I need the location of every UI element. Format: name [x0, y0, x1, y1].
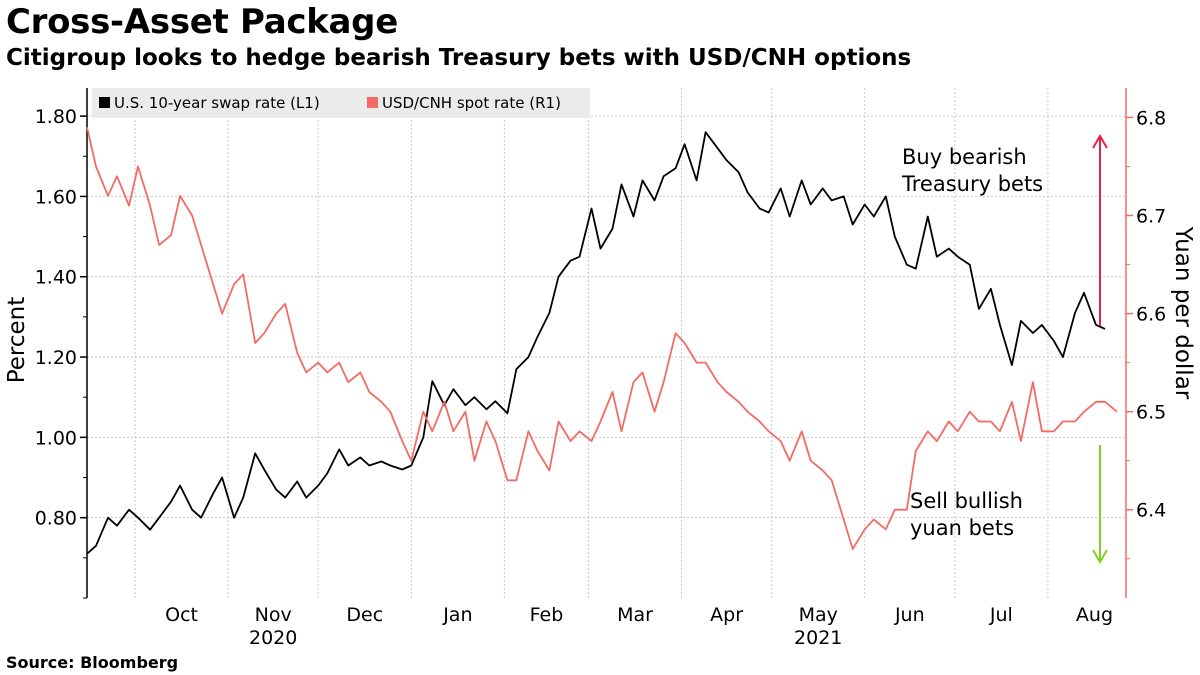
left-axis-title: Percent — [4, 297, 30, 384]
legend-label-spot-rate: USD/CNH spot rate (R1) — [382, 94, 561, 112]
right-axis-title: Yuan per dollar — [1170, 226, 1196, 400]
annotation-sell-bullish: Sell bullish yuan bets — [910, 445, 1108, 564]
x-tick-label: Feb — [530, 604, 564, 626]
grid-lines — [87, 88, 1126, 598]
x-tick-label: May — [799, 604, 838, 626]
left-tick-label: 1.80 — [35, 106, 77, 128]
annotation-sell-bullish-line-1: Sell bullish — [910, 489, 1023, 513]
legend-swatch-swap-rate — [99, 97, 110, 108]
x-year-label: 2021 — [794, 627, 842, 649]
right-tick-label: 6.7 — [1136, 206, 1166, 228]
left-tick-label: 1.60 — [35, 186, 77, 208]
right-tick-label: 6.5 — [1136, 402, 1166, 424]
down-arrow-head — [1092, 549, 1108, 564]
chart-title: Cross-Asset Package — [6, 2, 398, 42]
x-tick-label: Apr — [710, 604, 743, 626]
x-tick-label: Aug — [1076, 604, 1113, 626]
left-axis: 0.80 1.00 1.20 1.40 1.60 1.80 — [35, 88, 88, 599]
legend-background — [92, 88, 590, 118]
up-arrow-head — [1092, 134, 1108, 149]
legend: U.S. 10-year swap rate (L1) USD/CNH spot… — [92, 88, 590, 118]
annotation-buy-bearish: Buy bearish Treasury bets — [901, 134, 1108, 326]
right-tick-label: 6.6 — [1136, 304, 1166, 326]
right-tick-label: 6.8 — [1136, 107, 1166, 129]
x-tick-label: Jan — [442, 604, 472, 626]
x-tick-label: Dec — [346, 604, 383, 626]
x-tick-label: Mar — [617, 604, 653, 626]
annotation-buy-bearish-line-2: Treasury bets — [901, 172, 1043, 196]
spot-rate-line — [86, 126, 1118, 550]
legend-swatch-spot-rate — [367, 97, 378, 108]
left-tick-label: 0.80 — [35, 508, 77, 530]
source-note: Source: Bloomberg — [6, 653, 179, 672]
x-tick-label: Jun — [894, 604, 925, 626]
right-tick-label: 6.4 — [1136, 500, 1166, 522]
chart-subtitle: Citigroup looks to hedge bearish Treasur… — [6, 45, 912, 71]
left-tick-label: 1.20 — [35, 347, 77, 369]
x-axis: Oct Nov Dec Jan Feb Mar Apr May Jun Jul Aug 2020 202… — [165, 604, 1113, 649]
x-tick-label: Oct — [165, 604, 198, 626]
annotation-buy-bearish-line-1: Buy bearish — [902, 145, 1027, 169]
series-lines — [86, 126, 1118, 555]
left-tick-label: 1.40 — [35, 267, 77, 289]
x-tick-label: Nov — [255, 604, 292, 626]
annotation-sell-bullish-line-2: yuan bets — [910, 516, 1014, 540]
right-axis: 6.4 6.5 6.6 6.7 6.8 — [1125, 88, 1166, 598]
x-year-label: 2020 — [249, 627, 297, 649]
x-tick-label: Jul — [989, 604, 1013, 626]
swap-rate-line — [86, 131, 1106, 555]
left-tick-label: 1.00 — [35, 427, 77, 449]
legend-label-swap-rate: U.S. 10-year swap rate (L1) — [114, 94, 320, 112]
